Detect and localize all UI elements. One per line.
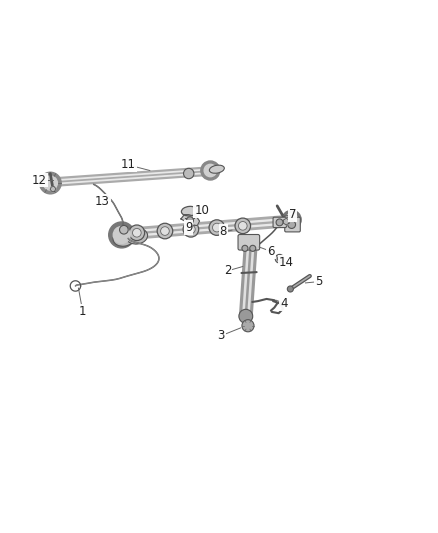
Circle shape	[235, 218, 251, 233]
Text: 6: 6	[267, 245, 275, 258]
Circle shape	[109, 222, 134, 248]
Circle shape	[276, 219, 283, 226]
Circle shape	[204, 164, 216, 176]
Circle shape	[209, 220, 225, 236]
FancyBboxPatch shape	[238, 235, 260, 250]
Circle shape	[184, 168, 194, 179]
Text: 11: 11	[121, 158, 136, 172]
Text: 14: 14	[279, 256, 293, 269]
Circle shape	[113, 227, 130, 244]
Circle shape	[201, 161, 220, 180]
FancyBboxPatch shape	[273, 217, 286, 228]
Text: 13: 13	[95, 195, 110, 208]
Text: 3: 3	[218, 329, 225, 342]
Circle shape	[161, 227, 169, 236]
Circle shape	[275, 254, 284, 263]
Polygon shape	[181, 215, 200, 225]
Ellipse shape	[209, 165, 224, 173]
Text: 12: 12	[32, 174, 47, 187]
Text: 8: 8	[219, 225, 227, 238]
Text: 2: 2	[224, 264, 231, 277]
Circle shape	[287, 286, 293, 292]
FancyBboxPatch shape	[285, 217, 300, 232]
Polygon shape	[50, 187, 56, 192]
Circle shape	[282, 211, 301, 229]
Circle shape	[129, 225, 145, 240]
Circle shape	[133, 229, 141, 237]
Circle shape	[157, 223, 173, 239]
Text: 9: 9	[185, 221, 192, 234]
Circle shape	[242, 245, 248, 252]
Circle shape	[242, 320, 254, 332]
Circle shape	[277, 256, 282, 261]
Text: 1: 1	[79, 305, 87, 318]
Circle shape	[238, 222, 247, 230]
Circle shape	[120, 225, 128, 234]
Circle shape	[239, 309, 253, 323]
Polygon shape	[283, 219, 289, 225]
Circle shape	[39, 172, 61, 194]
Text: 4: 4	[280, 297, 288, 310]
Circle shape	[183, 222, 199, 237]
Circle shape	[288, 221, 296, 229]
Circle shape	[286, 214, 298, 226]
Circle shape	[250, 245, 256, 252]
Text: 7: 7	[289, 208, 296, 221]
Circle shape	[212, 223, 221, 232]
Circle shape	[187, 217, 194, 224]
Ellipse shape	[181, 206, 198, 216]
Circle shape	[43, 176, 57, 190]
Ellipse shape	[126, 228, 148, 244]
Ellipse shape	[113, 231, 134, 246]
Text: 5: 5	[315, 275, 322, 288]
Text: 10: 10	[194, 204, 209, 217]
Circle shape	[187, 225, 195, 233]
